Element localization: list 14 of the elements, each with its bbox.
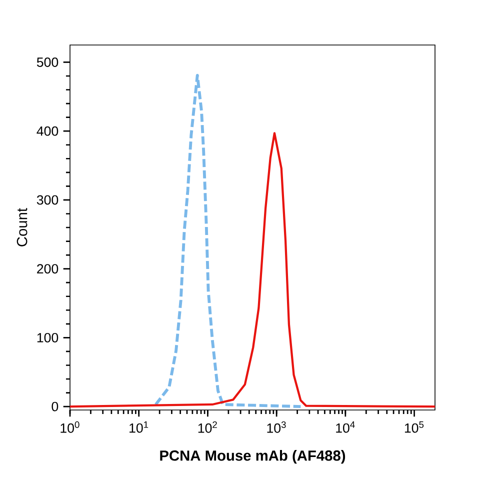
- x-tick-label: 10$^{3}$: [267, 421, 286, 433]
- y-tick-label: 200: [37, 264, 58, 274]
- x-tick-label: 10$^{1}$: [130, 421, 148, 433]
- y-axis-title: Count: [16, 208, 28, 246]
- x-tick-label: 10$^{2}$: [198, 421, 217, 433]
- y-tick-label: 400: [36, 126, 58, 136]
- x-tick-label: 10$^{5}$: [404, 421, 424, 433]
- y-tick-label: 100: [37, 332, 58, 342]
- y-tick-label: 0: [52, 402, 58, 412]
- x-tick-label: 10$^{0}$: [60, 421, 80, 433]
- x-tick-label: 10$^{4}$: [336, 421, 355, 433]
- x-axis-title: PCNA Mouse mAb (AF488): [160, 450, 346, 464]
- y-tick-label: 300: [36, 195, 58, 205]
- y-tick-label: 500: [36, 58, 58, 67]
